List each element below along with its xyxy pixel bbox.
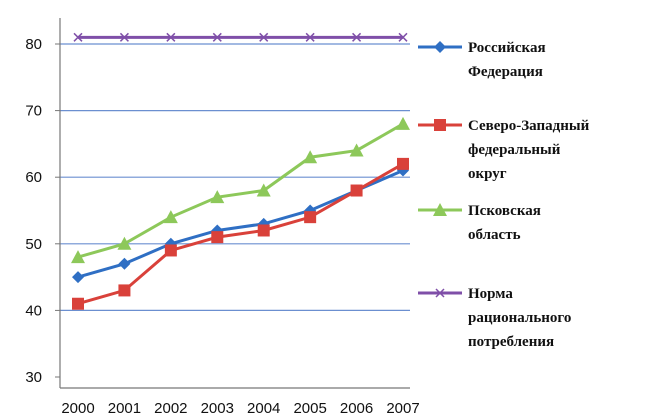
- data-point: [305, 32, 315, 42]
- y-tick-label: 80: [25, 36, 42, 53]
- gridlines: [60, 43, 410, 311]
- data-point: [118, 284, 131, 297]
- legend-label: Федерация: [468, 64, 543, 80]
- series-line: [77, 162, 404, 306]
- series-line: [77, 122, 404, 259]
- data-point: [210, 190, 225, 204]
- legend-label: Северо-Западный: [468, 118, 590, 134]
- series-1: [72, 164, 409, 284]
- data-point: [303, 150, 318, 164]
- series-group: [71, 32, 410, 310]
- data-point: [349, 143, 364, 157]
- data-point: [117, 236, 132, 250]
- y-tick-label: 30: [25, 369, 42, 386]
- legend-label: рационального: [468, 310, 571, 326]
- data-point: [352, 32, 362, 42]
- series-2: [72, 157, 409, 310]
- data-point: [212, 32, 222, 42]
- y-tick-label: 40: [25, 302, 42, 319]
- data-point: [350, 184, 363, 197]
- x-tick-label: 2002: [154, 400, 187, 417]
- data-point: [164, 244, 177, 257]
- x-tick-label: 2003: [201, 400, 234, 417]
- data-point: [71, 250, 85, 264]
- y-tick-label: 60: [25, 169, 42, 186]
- legend-label: федеральный: [468, 142, 561, 158]
- legend-item: Российская Федерация: [418, 40, 546, 80]
- x-tick-label: 2001: [108, 400, 141, 417]
- y-tick-label: 70: [25, 103, 42, 120]
- data-point: [256, 183, 271, 197]
- x-tick-label: 2005: [293, 400, 326, 417]
- legend-label: Норма: [468, 286, 513, 302]
- legend-item: Псковская область: [418, 203, 541, 243]
- data-point: [118, 257, 131, 270]
- legend-label: Российская: [468, 40, 546, 56]
- x-tick-label: 2004: [247, 400, 280, 417]
- data-point: [397, 157, 409, 170]
- y-tick-label: 50: [25, 236, 42, 253]
- legend-swatch-marker: [434, 119, 446, 131]
- legend-swatch-marker: [435, 288, 445, 298]
- data-point: [163, 210, 178, 224]
- legend-item: Северо-Западный федеральный округ: [418, 118, 590, 182]
- data-point: [72, 297, 84, 310]
- data-point: [73, 32, 83, 42]
- series-3: [71, 116, 410, 264]
- data-point: [304, 211, 317, 224]
- x-tick-label: 2000: [61, 400, 94, 417]
- legend-swatch-marker: [433, 203, 447, 216]
- data-point: [166, 32, 176, 42]
- data-point: [257, 224, 270, 237]
- x-tick-label: 2006: [340, 400, 373, 417]
- data-point: [211, 231, 224, 244]
- legend-label: область: [468, 227, 521, 243]
- data-point: [119, 32, 129, 42]
- data-point: [398, 32, 408, 42]
- data-point: [396, 116, 410, 130]
- x-tick-label: 2007: [386, 400, 419, 417]
- series-4: [73, 32, 408, 42]
- legend-swatch-marker: [434, 41, 446, 53]
- data-point: [259, 32, 269, 42]
- legend-label: Псковская: [468, 203, 541, 219]
- legend: Российская Федерация Северо-Западный федера…: [418, 40, 590, 350]
- data-point: [72, 271, 84, 284]
- x-tick-labels: 2000 2001 2002 2003 2004 2005 2006 2007: [61, 400, 419, 417]
- legend-label: округ: [468, 166, 507, 182]
- legend-label: потребления: [468, 334, 554, 350]
- legend-item: Норма рационального потребления: [418, 286, 571, 350]
- axes: [55, 18, 410, 389]
- y-tick-labels: 30 40 50 60 70 80: [25, 36, 42, 386]
